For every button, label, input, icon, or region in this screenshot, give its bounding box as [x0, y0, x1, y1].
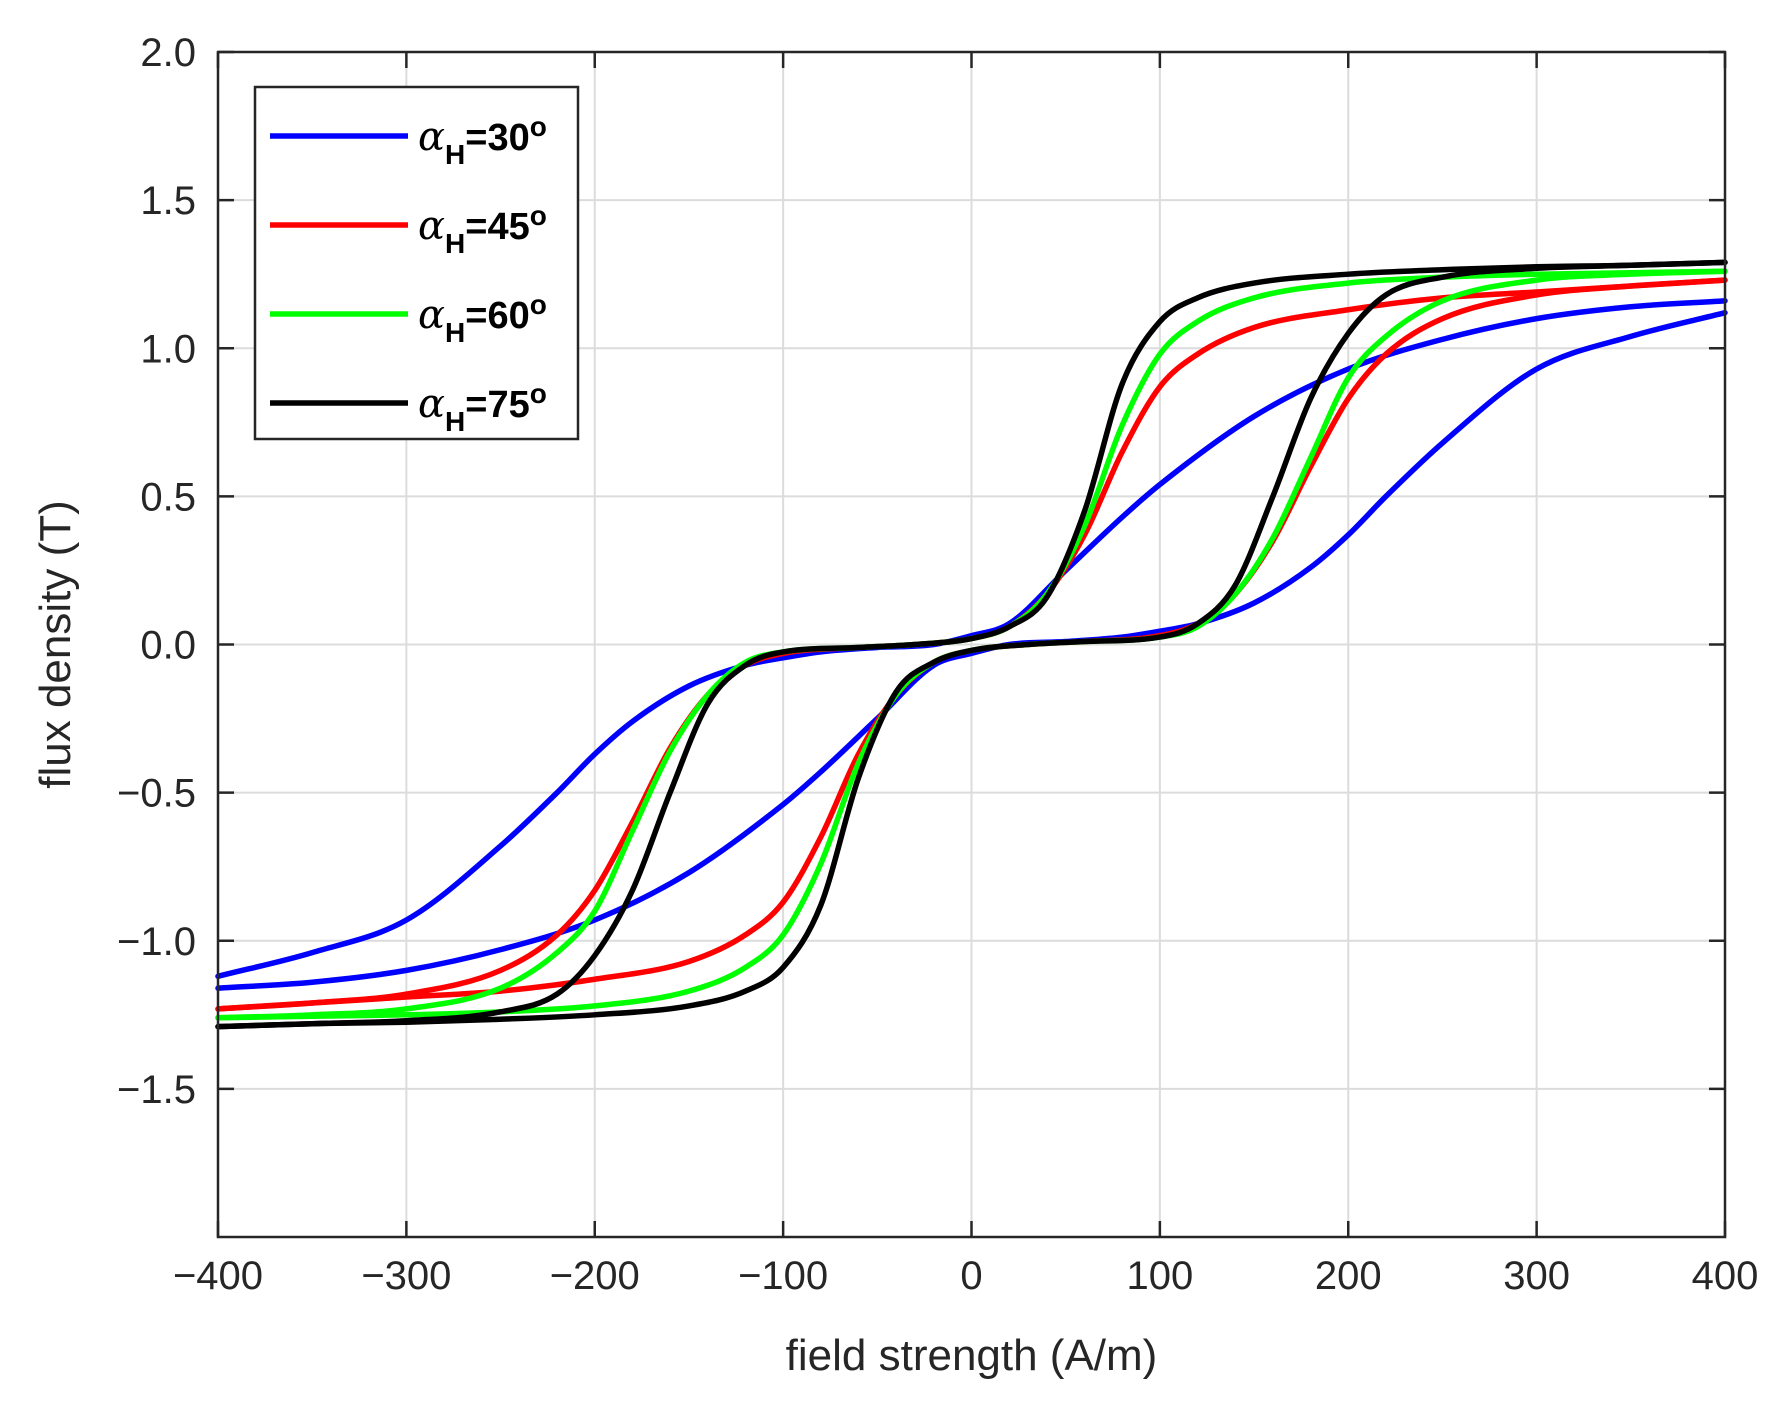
- x-tick-label: 300: [1503, 1254, 1570, 1298]
- x-tick-labels: −400 −300 −200 −100 0 100 200 300 400: [173, 1254, 1758, 1298]
- legend-label: αH=45o: [418, 200, 547, 259]
- legend-value: =30: [465, 117, 529, 159]
- series-line-3-descending: [215, 259, 1728, 1030]
- legend-symbol: α: [418, 203, 445, 249]
- legend-subscript: H: [445, 139, 465, 170]
- x-tick-label: 0: [960, 1254, 982, 1298]
- x-tick-label: 200: [1315, 1254, 1382, 1298]
- x-axis-label: field strength (A/m): [786, 1331, 1158, 1380]
- y-tick-labels: 2.0 1.5 1.0 0.5 0.0 −0.5 −1.0 −1.5: [117, 31, 196, 1112]
- x-tick-label: −200: [550, 1254, 640, 1298]
- legend-label: αH=75o: [418, 378, 547, 437]
- x-tick-label: −300: [361, 1254, 451, 1298]
- legend-subscript: H: [445, 406, 465, 437]
- legend-subscript: H: [445, 317, 465, 348]
- legend-box: [253, 85, 580, 441]
- y-tick-label: −1.5: [117, 1068, 196, 1112]
- legend-symbol: α: [418, 381, 445, 427]
- y-tick-label: 1.0: [140, 327, 196, 371]
- y-tick-label: −1.0: [117, 920, 196, 964]
- legend-degree: o: [530, 289, 547, 320]
- legend-degree: o: [530, 111, 547, 142]
- y-axis-label: flux density (T): [31, 500, 80, 789]
- legend-degree: o: [530, 378, 547, 409]
- y-tick-label: 1.5: [140, 179, 196, 223]
- x-tick-label: −400: [173, 1254, 263, 1298]
- y-tick-label: 2.0: [140, 31, 196, 75]
- axis-ticks: [216, 50, 1727, 1237]
- series-line-3-ascending: [215, 259, 1728, 1030]
- y-tick-label: 0.0: [140, 624, 196, 668]
- x-tick-label: 100: [1127, 1254, 1194, 1298]
- series-layer: [215, 259, 1728, 1030]
- legend-value: =60: [465, 295, 529, 337]
- legend-value: =75: [465, 384, 529, 426]
- x-tick-label: 400: [1692, 1254, 1759, 1298]
- legend-value: =45: [465, 206, 529, 248]
- y-tick-label: 0.5: [140, 475, 196, 519]
- legend-symbol: α: [418, 292, 445, 338]
- x-tick-label: −100: [738, 1254, 828, 1298]
- legend-label: αH=30o: [418, 111, 547, 170]
- legend-subscript: H: [445, 228, 465, 259]
- y-tick-label: −0.5: [117, 772, 196, 816]
- legend-label: αH=60o: [418, 289, 547, 348]
- legend-symbol: α: [418, 114, 445, 160]
- legend-degree: o: [530, 200, 547, 231]
